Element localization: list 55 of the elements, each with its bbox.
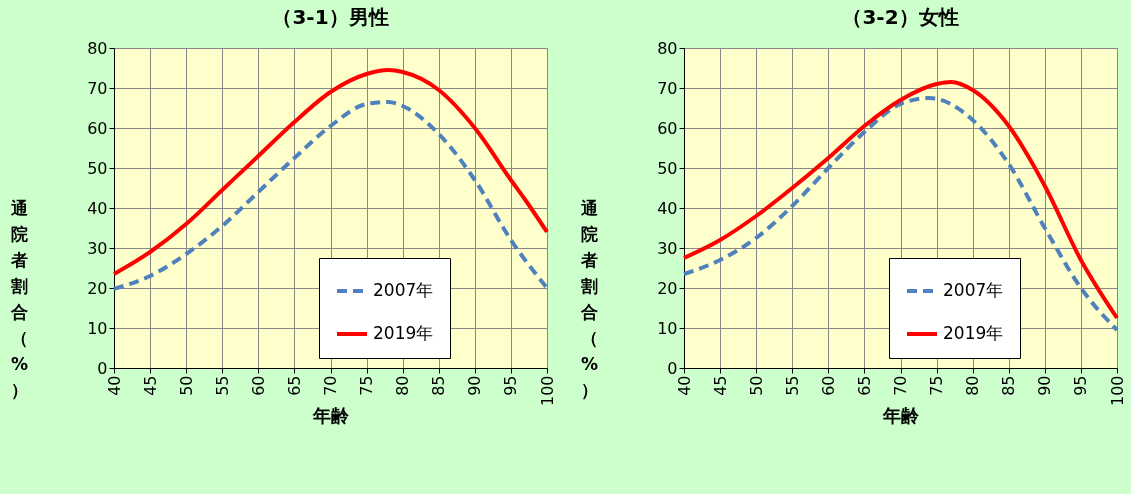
- x-tick-label: 90: [465, 375, 485, 396]
- chart-title: （3-2）女性: [842, 5, 959, 29]
- x-tick-label: 85: [429, 375, 449, 396]
- x-tick-label: 60: [818, 375, 838, 396]
- x-tick-label: 80: [393, 375, 413, 396]
- x-tick-label: 45: [710, 375, 730, 396]
- legend-label: 2007年: [373, 280, 434, 300]
- y-tick-label: 40: [657, 198, 678, 218]
- y-tick-label: 80: [657, 38, 678, 58]
- x-tick-label: 75: [357, 375, 377, 396]
- y-tick-label: 70: [87, 78, 108, 98]
- y-tick-label: 30: [657, 238, 678, 258]
- legend-label: 2019年: [943, 323, 1004, 343]
- x-axis-title: 年齢: [312, 405, 350, 427]
- y-tick-label: 80: [87, 38, 108, 58]
- x-tick-label: 80: [963, 375, 983, 396]
- line-series: [112, 68, 549, 276]
- y-axis-title: 通院者割合（%）: [580, 197, 599, 400]
- y-axis-title: 通院者割合（%）: [10, 197, 29, 400]
- y-tick-label: 60: [87, 118, 108, 138]
- x-tick-label: 85: [999, 375, 1019, 396]
- x-tick-label: 40: [104, 375, 124, 396]
- x-tick-label: 95: [501, 375, 521, 396]
- x-axis-title: 年齢: [882, 405, 920, 427]
- y-tick-label: 50: [657, 158, 678, 178]
- x-tick-label: 65: [854, 375, 874, 396]
- chart-title: （3-1）男性: [272, 5, 389, 29]
- y-tick-label: 0: [97, 358, 108, 378]
- y-tick-label: 10: [657, 318, 678, 338]
- x-tick-label: 65: [284, 375, 304, 396]
- y-tick-label: 70: [657, 78, 678, 98]
- x-tick-label: 55: [782, 375, 802, 396]
- x-tick-label: 90: [1035, 375, 1055, 396]
- x-tick-label: 100: [1107, 375, 1127, 407]
- x-tick-label: 70: [321, 375, 340, 396]
- x-tick-label: 45: [140, 375, 160, 396]
- x-tick-label: 60: [248, 375, 268, 396]
- x-tick-label: 50: [746, 375, 766, 396]
- y-tick-label: 60: [657, 118, 678, 138]
- legend-label: 2019年: [373, 323, 434, 343]
- legend-label: 2007年: [943, 280, 1004, 300]
- y-tick-label: 20: [87, 278, 108, 298]
- x-tick-label: 100: [537, 375, 557, 407]
- x-tick-label: 70: [891, 375, 910, 396]
- x-tick-label: 75: [927, 375, 947, 396]
- x-tick-label: 50: [176, 375, 196, 396]
- y-tick-label: 20: [657, 278, 678, 298]
- y-tick-label: 30: [87, 238, 108, 258]
- x-tick-label: 40: [674, 375, 694, 396]
- y-tick-label: 50: [87, 158, 108, 178]
- x-tick-label: 95: [1071, 375, 1091, 396]
- y-tick-label: 0: [667, 358, 678, 378]
- x-tick-label: 55: [212, 375, 232, 396]
- y-tick-label: 40: [87, 198, 108, 218]
- y-tick-label: 10: [87, 318, 108, 338]
